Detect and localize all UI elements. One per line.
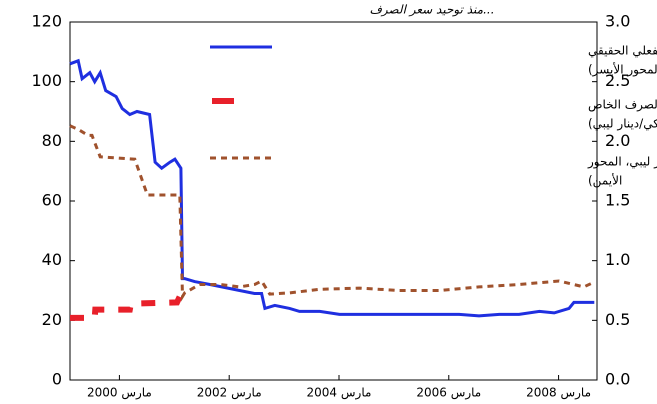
legend-note: (سعر الصرف الفعلي الحقيقي، ٢٠٠٠=١٠٠؛ الم… xyxy=(588,62,657,78)
legend-note: (دولار أمريكي/دينار ليبي) xyxy=(588,116,657,132)
x-tick-label: مارس 2004 xyxy=(307,386,372,401)
legend-label: سعر الصرف الخاص xyxy=(588,98,657,113)
y2-tick-label: 3.0 xyxy=(605,12,630,31)
chart-title: منذ توحيد سعر الصرف... xyxy=(369,3,494,17)
y-tick-label: 100 xyxy=(31,71,62,90)
y2-tick-label: 0.5 xyxy=(605,310,630,329)
y-tick-label: 40 xyxy=(42,250,62,269)
y2-tick-label: 2.5 xyxy=(605,71,630,90)
y-tick-label: 0 xyxy=(52,370,62,389)
x-tick-label: مارس 2008 xyxy=(526,386,591,401)
plot-frame xyxy=(69,21,598,381)
legend-note: الأيمن) xyxy=(588,173,622,189)
series-line xyxy=(70,289,186,321)
y2-tick-label: 2.0 xyxy=(605,131,630,150)
y2-tick-label: 1.5 xyxy=(605,191,630,210)
y-tick-label: 20 xyxy=(42,310,62,329)
y-tick-label: 120 xyxy=(31,12,62,31)
series-line xyxy=(69,58,595,318)
x-tick-label: مارس 2006 xyxy=(416,386,481,401)
y2-tick-label: 1.0 xyxy=(605,250,630,269)
y-tick-label: 80 xyxy=(42,131,62,150)
series-line xyxy=(69,124,595,302)
legend-label: سعر الصرف الفعلي الحقيقي xyxy=(588,44,657,59)
legend-label: سعر الصرف الرسمي (دولار أمريكي/ دينار لي… xyxy=(587,154,657,170)
x-tick-label: مارس 2000 xyxy=(87,386,152,401)
x-tick-label: مارس 2002 xyxy=(197,386,262,401)
y-tick-label: 60 xyxy=(42,191,62,210)
y2-tick-label: 0.0 xyxy=(605,370,630,389)
